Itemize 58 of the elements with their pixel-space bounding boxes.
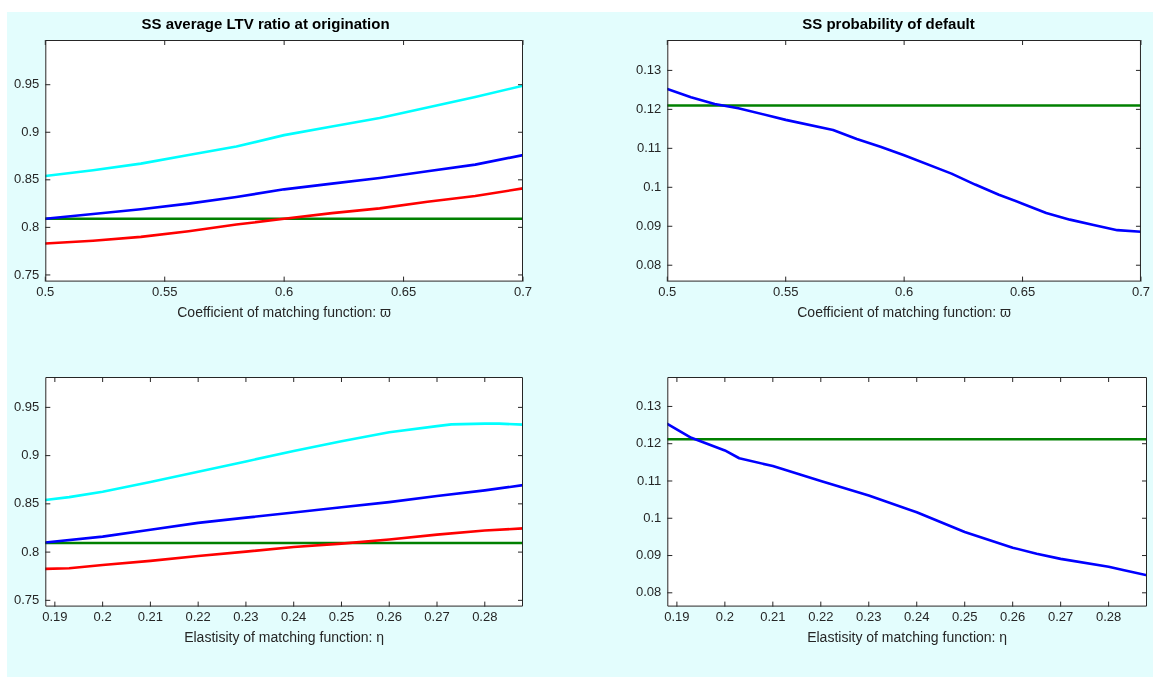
y-tick-label: 0.85: [13, 495, 40, 511]
y-tick-label: 0.12: [635, 100, 662, 116]
y-tick-label: 0.8: [21, 543, 40, 559]
y-tick-label: 0.85: [13, 171, 40, 187]
y-tick-label: 0.11: [636, 472, 662, 488]
x-tick-label: 0.22: [808, 608, 834, 624]
x-tick-label: 0.26: [376, 608, 402, 624]
y-tick-label: 0.08: [635, 584, 662, 600]
x-tick-label: 0.6: [895, 283, 914, 299]
x-tick-label: 0.5: [658, 283, 677, 299]
x-tick-label: 0.24: [904, 608, 930, 624]
x-tick-label: 0.27: [424, 608, 450, 624]
x-tick-label: 0.23: [233, 608, 259, 624]
x-tick-label: 0.55: [152, 283, 178, 299]
x-tick-label: 0.5: [36, 283, 55, 299]
x-axis-title: Elastisity of matching function: η: [807, 629, 1008, 646]
y-tick-label: 0.11: [636, 139, 662, 155]
x-tick-label: 0.26: [1000, 608, 1026, 624]
y-tick-label: 0.9: [21, 123, 40, 139]
chart-title: SS average LTV ratio at origination: [141, 15, 390, 33]
y-tick-label: 0.1: [643, 178, 662, 194]
x-tick-label: 0.7: [513, 283, 533, 299]
y-tick-label: 0.95: [13, 76, 40, 92]
x-tick-label: 0.2: [715, 608, 734, 624]
y-tick-label: 0.95: [13, 398, 40, 414]
x-tick-label: 0.19: [42, 608, 68, 624]
x-tick-label: 0.21: [760, 608, 786, 624]
x-axis-title: Coefficient of matching function: ϖ: [797, 304, 1012, 321]
x-tick-label: 0.6: [275, 283, 294, 299]
y-tick-label: 0.1: [643, 509, 662, 525]
y-tick-label: 0.12: [635, 435, 662, 451]
y-tick-label: 0.8: [21, 218, 40, 234]
y-tick-label: 0.09: [635, 547, 662, 563]
y-tick-label: 0.75: [13, 266, 40, 282]
y-tick-label: 0.9: [21, 447, 40, 463]
y-tick-label: 0.09: [635, 217, 662, 233]
x-axis-title: Coefficient of matching function: ϖ: [177, 304, 392, 321]
x-tick-label: 0.25: [328, 608, 355, 624]
x-axis-title: Elastisity of matching function: η: [184, 629, 385, 646]
y-tick-label: 0.75: [13, 591, 40, 607]
x-tick-label: 0.22: [185, 608, 211, 624]
x-tick-label: 0.23: [856, 608, 882, 624]
x-tick-label: 0.65: [1009, 283, 1036, 299]
x-tick-label: 0.65: [390, 283, 417, 299]
x-tick-label: 0.27: [1048, 608, 1074, 624]
x-tick-label: 0.24: [281, 608, 307, 624]
x-tick-label: 0.2: [93, 608, 112, 624]
y-tick-label: 0.13: [635, 398, 662, 414]
chart-title: SS probability of default: [802, 15, 975, 33]
y-tick-label: 0.08: [635, 256, 662, 272]
x-tick-label: 0.28: [1095, 608, 1122, 624]
x-tick-label: 0.21: [137, 608, 164, 624]
x-tick-label: 0.55: [773, 283, 799, 299]
x-tick-label: 0.19: [664, 608, 690, 624]
x-tick-label: 0.7: [1131, 283, 1150, 299]
y-tick-label: 0.13: [635, 61, 662, 77]
x-tick-label: 0.25: [952, 608, 978, 624]
x-tick-label: 0.28: [472, 608, 498, 624]
